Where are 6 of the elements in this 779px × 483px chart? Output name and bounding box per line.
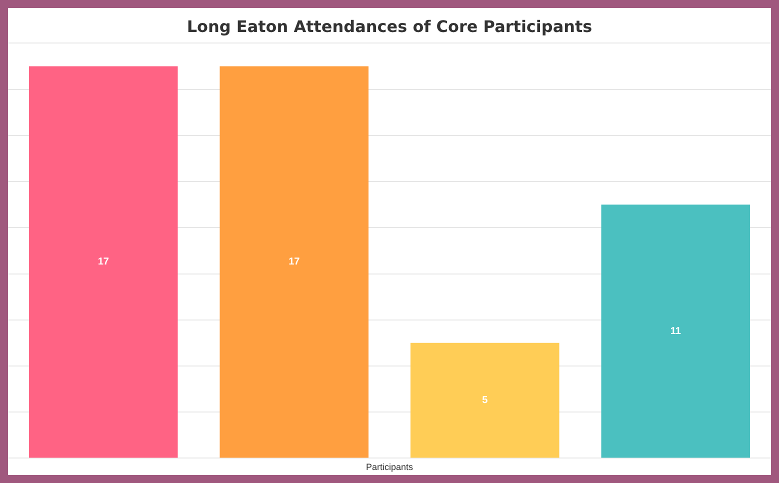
data-label: 17: [98, 256, 110, 268]
data-label: 11: [670, 326, 682, 337]
x-axis-title: Participants: [366, 462, 414, 472]
chart-title: Long Eaton Attendances of Core Participants: [186, 16, 592, 36]
data-label: 17: [288, 256, 300, 268]
data-label: 5: [482, 395, 488, 406]
